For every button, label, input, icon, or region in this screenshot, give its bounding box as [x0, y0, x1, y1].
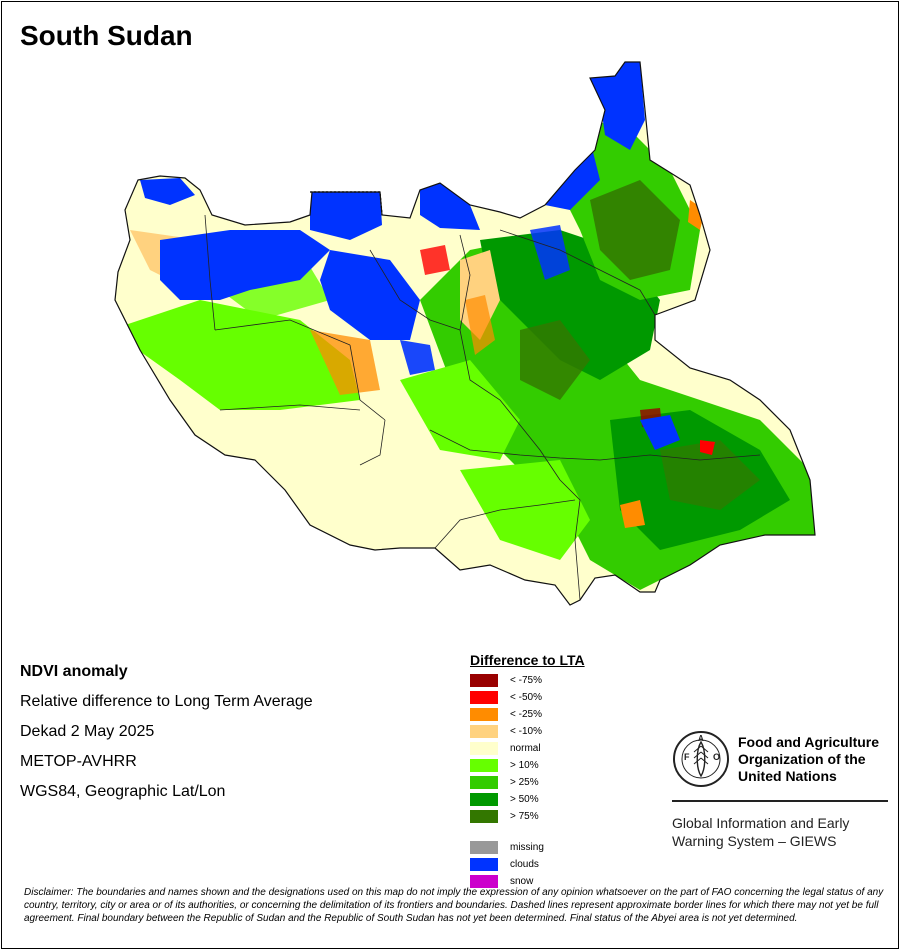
legend-item: > 10% — [470, 757, 670, 774]
legend-title: Difference to LTA — [470, 652, 585, 668]
map-info: NDVI anomaly Relative difference to Long… — [20, 657, 313, 807]
fao-name-line-3: United Nations — [738, 768, 837, 784]
giews-line-2: Warning System – GIEWS — [672, 833, 837, 849]
fao-name: Food and Agriculture Organization of the… — [738, 734, 879, 785]
fao-divider — [672, 800, 888, 802]
legend-swatch — [470, 742, 498, 755]
map-title: South Sudan — [20, 20, 193, 51]
fao-name-line-2: Organization of the — [738, 751, 866, 767]
legend-swatch — [470, 793, 498, 806]
legend: Difference to LTA < -75% < -50% < -25% < -1… — [470, 652, 670, 890]
svg-text:O: O — [713, 752, 720, 762]
legend-swatch — [470, 810, 498, 823]
legend-swatch — [470, 691, 498, 704]
disclaimer: Disclaimer: The boundaries and names sho… — [24, 887, 884, 924]
ndvi-map — [114, 61, 816, 606]
legend-label: < -50% — [510, 692, 542, 703]
legend-label: clouds — [510, 859, 539, 870]
legend-label: normal — [510, 743, 541, 754]
legend-item: normal — [470, 740, 670, 757]
legend-label: > 25% — [510, 777, 539, 788]
legend-swatch — [470, 875, 498, 888]
legend-item: > 25% — [470, 774, 670, 791]
fao-logo-icon: F O A — [673, 731, 729, 787]
legend-label: > 10% — [510, 760, 539, 771]
legend-item: > 50% — [470, 791, 670, 808]
legend-extra: missing clouds snow — [470, 839, 670, 890]
legend-swatch — [470, 776, 498, 789]
legend-item: < -25% — [470, 706, 670, 723]
legend-item: > 75% — [470, 808, 670, 825]
info-line-3: METOP-AVHRR — [20, 753, 137, 770]
info-line-2: Dekad 2 May 2025 — [20, 723, 155, 740]
legend-swatch — [470, 674, 498, 687]
legend-label: snow — [510, 876, 534, 887]
legend-label: > 75% — [510, 811, 539, 822]
legend-item: snow — [470, 873, 670, 890]
fao-name-line-1: Food and Agriculture — [738, 734, 880, 750]
legend-label: missing — [510, 842, 544, 853]
info-line-1: Relative difference to Long Term Average — [20, 693, 313, 710]
country-boundary — [114, 61, 816, 606]
legend-item: < -75% — [470, 672, 670, 689]
legend-swatch — [470, 858, 498, 871]
legend-label: > 50% — [510, 794, 539, 805]
legend-item: < -50% — [470, 689, 670, 706]
legend-swatch — [470, 841, 498, 854]
legend-swatch — [470, 759, 498, 772]
legend-label: < -25% — [510, 709, 542, 720]
fao-block: F O A Food and Agriculture Organization … — [672, 730, 888, 850]
legend-swatch — [470, 708, 498, 721]
legend-item: missing — [470, 839, 670, 856]
legend-classes: < -75% < -50% < -25% < -10% normal > 10% > 25%… — [470, 672, 670, 825]
legend-item: clouds — [470, 856, 670, 873]
info-line-4: WGS84, Geographic Lat/Lon — [20, 783, 226, 800]
legend-label: < -75% — [510, 675, 542, 686]
legend-swatch — [470, 725, 498, 738]
giews-line-1: Global Information and Early — [672, 815, 850, 831]
giews-name: Global Information and Early Warning Sys… — [672, 814, 888, 850]
legend-item: < -10% — [470, 723, 670, 740]
legend-label: < -10% — [510, 726, 542, 737]
svg-text:F: F — [684, 752, 690, 762]
svg-text:A: A — [698, 734, 704, 743]
info-heading: NDVI anomaly — [20, 663, 128, 680]
